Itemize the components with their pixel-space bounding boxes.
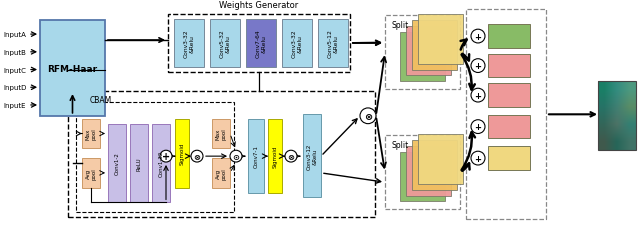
Bar (282, 20, 312, 67)
Text: Conv7-64
&Relu: Conv7-64 &Relu (255, 30, 266, 58)
Text: ⊗: ⊗ (364, 111, 372, 121)
Circle shape (230, 151, 242, 162)
Bar (152, 124, 170, 202)
Bar (385, 136, 460, 209)
Bar (406, 147, 451, 196)
Circle shape (191, 151, 203, 162)
Bar (82, 119, 100, 149)
Bar (488, 147, 530, 170)
Text: Conv5-12
&Relu: Conv5-12 &Relu (328, 29, 339, 58)
Bar (212, 158, 230, 188)
Text: +: + (474, 91, 481, 100)
Bar (76, 103, 234, 212)
Bar (210, 20, 240, 67)
Text: Sigmoid: Sigmoid (273, 145, 278, 167)
Bar (248, 119, 264, 193)
Bar (303, 114, 321, 198)
Circle shape (471, 30, 485, 44)
Text: ⊗: ⊗ (193, 152, 200, 161)
Bar (406, 27, 451, 76)
Circle shape (285, 151, 297, 162)
Bar (212, 119, 230, 149)
Text: InputB: InputB (3, 50, 26, 56)
Text: Avg
pool: Avg pool (86, 167, 97, 179)
Bar (40, 21, 105, 116)
Bar (488, 25, 530, 49)
Text: RFM-Haar: RFM-Haar (47, 64, 97, 73)
Bar (385, 16, 460, 90)
Text: Conv1-32: Conv1-32 (159, 150, 163, 176)
Bar (400, 33, 445, 82)
Bar (246, 20, 276, 67)
Text: Conv3-32
&Relu: Conv3-32 &Relu (292, 30, 302, 58)
Text: Split: Split (391, 141, 408, 150)
Bar (82, 158, 100, 188)
Bar (412, 21, 457, 70)
Text: Conv7-1: Conv7-1 (253, 145, 259, 167)
Circle shape (160, 151, 172, 162)
Bar (412, 141, 457, 190)
Bar (68, 92, 375, 217)
Text: +: + (474, 32, 481, 41)
Bar (400, 153, 445, 202)
Text: Conv3-32
&Relu: Conv3-32 &Relu (184, 30, 195, 58)
Circle shape (471, 59, 485, 73)
Bar (174, 20, 204, 67)
Text: Max
pool: Max pool (86, 128, 97, 140)
Circle shape (471, 89, 485, 103)
Bar (130, 124, 148, 202)
Text: +: + (474, 62, 481, 71)
Text: InputA: InputA (3, 32, 26, 38)
Bar (318, 20, 348, 67)
Circle shape (360, 109, 376, 124)
Bar (168, 15, 350, 72)
Text: +: + (474, 154, 481, 163)
Bar (108, 124, 126, 202)
Text: CBAM: CBAM (90, 96, 112, 105)
Text: +: + (162, 151, 170, 161)
Text: ReLU: ReLU (136, 157, 141, 170)
Text: InputE: InputE (3, 103, 26, 109)
Bar (488, 84, 530, 107)
Text: Weights Generator: Weights Generator (220, 2, 299, 10)
Bar (175, 119, 189, 188)
Text: Max
pool: Max pool (216, 128, 227, 140)
Bar (488, 54, 530, 78)
Text: Avg
pool: Avg pool (216, 167, 227, 179)
Text: InputD: InputD (3, 85, 26, 91)
Bar (268, 119, 282, 193)
Bar (418, 135, 463, 184)
Text: InputC: InputC (3, 67, 26, 73)
Bar (598, 82, 636, 151)
Text: ⊗: ⊗ (287, 152, 294, 161)
Text: +: + (474, 123, 481, 131)
Text: Conv3-12
&Relu: Conv3-12 &Relu (307, 143, 317, 169)
Text: Conv1-2: Conv1-2 (115, 152, 120, 175)
Circle shape (471, 152, 485, 165)
Circle shape (471, 120, 485, 134)
Text: Sigmoid: Sigmoid (179, 142, 184, 165)
Text: Split: Split (391, 21, 408, 30)
Text: Conv5-32
&Relu: Conv5-32 &Relu (220, 30, 230, 58)
Bar (418, 15, 463, 64)
Bar (488, 115, 530, 139)
Bar (466, 10, 546, 219)
Text: ⊙: ⊙ (232, 152, 239, 161)
